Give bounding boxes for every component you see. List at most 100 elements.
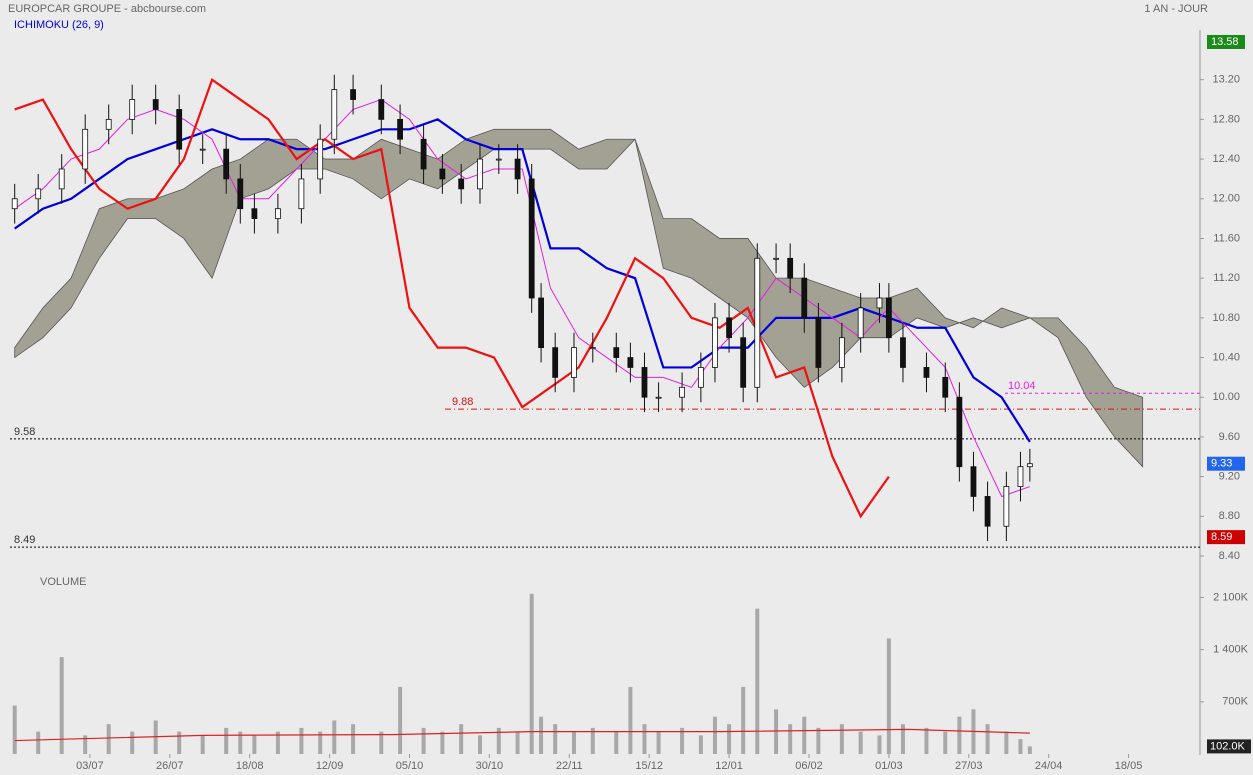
volume-ma-line	[14, 728, 1030, 742]
candle-body	[105, 118, 112, 130]
candle-body	[838, 337, 845, 368]
candle-body	[552, 347, 559, 378]
y-tick-label: 11.20	[1213, 272, 1240, 284]
candle-body	[641, 367, 648, 398]
level-label: 9.58	[14, 426, 35, 438]
candle-body	[613, 347, 620, 358]
volume-bar	[774, 709, 779, 754]
candle-body	[199, 148, 206, 151]
volume-bar	[539, 716, 544, 754]
candle-body	[900, 337, 906, 368]
period: 1 AN - JOUR	[1144, 3, 1208, 15]
candle-body	[815, 317, 822, 368]
volume-bar	[398, 686, 403, 754]
volume-bar	[858, 731, 863, 754]
candle-body	[740, 337, 747, 388]
x-tick-label: 12/01	[715, 760, 743, 772]
volume-bar	[839, 724, 844, 754]
y-tick-label: 10.40	[1212, 351, 1240, 363]
volume-bar	[332, 720, 337, 754]
candle-body	[350, 89, 356, 100]
level-label: 8.49	[14, 534, 35, 546]
volume-bar	[459, 724, 464, 754]
volume-bar	[877, 735, 882, 754]
volume-bar	[590, 727, 595, 754]
candle-body	[712, 317, 718, 368]
candle-body	[35, 188, 42, 200]
volume-bar	[900, 724, 905, 754]
volume-bar	[755, 608, 760, 754]
price-badge-label: 9.33	[1211, 458, 1232, 470]
volume-bar	[36, 731, 41, 754]
volume-bar	[943, 731, 948, 754]
x-tick-label: 18/05	[1115, 760, 1143, 772]
volume-tick-label: 2 100K	[1213, 591, 1249, 603]
candle-body	[298, 178, 305, 210]
volume-bar	[252, 735, 257, 754]
candle-body	[754, 257, 761, 388]
price-badge-label: 8.59	[1211, 531, 1232, 543]
x-tick-label: 03/07	[76, 760, 104, 772]
volume-bar	[59, 657, 64, 754]
volume-bar	[496, 727, 501, 754]
volume-bar	[515, 731, 520, 754]
x-tick-label: 12/09	[316, 760, 344, 772]
candle-body	[237, 178, 244, 210]
candle-body	[571, 347, 577, 378]
x-tick-label: 06/02	[795, 760, 823, 772]
volume-tick-label: 1 400K	[1213, 644, 1249, 656]
y-tick-label: 12.40	[1212, 153, 1240, 165]
volume-bar	[614, 731, 619, 754]
candle-body	[655, 396, 662, 399]
y-tick-label: 8.40	[1219, 550, 1240, 562]
volume-badge-label: 102.0K	[1210, 740, 1246, 752]
volume-bar	[1004, 731, 1009, 754]
candle-body	[317, 138, 324, 180]
candle-body	[378, 99, 385, 120]
candle-body	[589, 347, 596, 350]
x-tick-label: 05/10	[396, 760, 424, 772]
volume-bar	[957, 716, 962, 754]
volume-bar	[130, 731, 135, 754]
volume-bar	[477, 735, 482, 754]
volume-bar	[200, 735, 205, 754]
candle-body	[876, 297, 883, 309]
candle-body	[970, 466, 977, 497]
candle-body	[538, 297, 544, 349]
candle-body	[801, 277, 808, 319]
candle-body	[923, 367, 930, 378]
y-tick-label: 12.00	[1212, 193, 1240, 205]
candle-body	[58, 168, 65, 190]
volume-badge	[1207, 739, 1251, 754]
volume-bar	[379, 731, 384, 754]
candle-body	[82, 128, 89, 170]
volume-bar	[318, 731, 323, 754]
candle-body	[397, 118, 403, 140]
candle-body	[528, 178, 535, 299]
chart-title: EUROPCAR GROUPE - abcbourse.com	[8, 3, 206, 15]
volume-bar	[351, 724, 356, 754]
x-tick-label: 26/07	[156, 760, 184, 772]
y-tick-label: 10.80	[1212, 312, 1240, 324]
volume-bar	[1018, 739, 1023, 754]
volume-bar	[642, 724, 647, 754]
volume-bar	[106, 724, 111, 754]
chikou-line	[14, 77, 890, 519]
candle-body	[274, 208, 281, 220]
candle-body	[495, 158, 502, 161]
volume-bar	[238, 731, 243, 754]
candle-body	[1026, 463, 1033, 468]
volume-bar	[712, 716, 717, 754]
y-tick-label: 11.60	[1213, 232, 1240, 244]
y-tick-label: 12.80	[1212, 113, 1240, 125]
volume-bar	[440, 731, 445, 754]
volume-bar	[529, 593, 534, 754]
candle-body	[956, 396, 963, 468]
candle-body	[439, 168, 446, 180]
volume-bar	[698, 735, 703, 754]
candle-body	[857, 307, 864, 339]
y-tick-label: 9.60	[1219, 431, 1240, 443]
x-tick-label: 30/10	[476, 760, 504, 772]
candle-body	[514, 158, 521, 180]
